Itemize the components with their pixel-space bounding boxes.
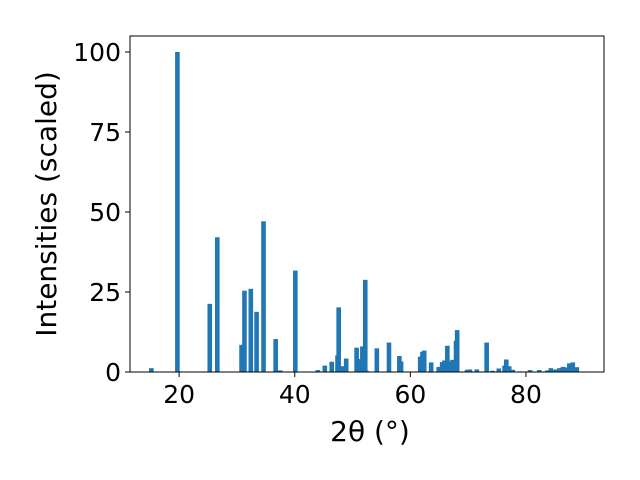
y-tick-label: 0 [105, 358, 121, 387]
bar [450, 359, 455, 372]
bar [277, 370, 283, 372]
bar [454, 330, 460, 372]
bar [273, 339, 278, 372]
bar [239, 344, 244, 372]
bar [360, 346, 365, 372]
bar [484, 342, 489, 372]
bar [439, 362, 445, 372]
bar [553, 369, 558, 372]
bar [474, 369, 480, 372]
bar [374, 348, 380, 372]
bar [536, 370, 542, 372]
bar [563, 367, 569, 372]
x-ticks-group: 20 40 60 80 [163, 372, 542, 409]
bar [428, 362, 434, 372]
bar [567, 363, 572, 372]
bar [445, 345, 450, 372]
bar [560, 366, 566, 372]
bar [421, 350, 427, 372]
bars-group [149, 52, 580, 372]
x-tick-label: 80 [510, 380, 542, 409]
bar [570, 362, 576, 372]
bar [207, 303, 213, 372]
y-ticks-group: 0 25 50 75 100 [73, 38, 130, 387]
bar [436, 366, 441, 372]
bar [362, 279, 368, 372]
x-tick-label: 20 [163, 380, 195, 409]
y-tick-label: 25 [89, 278, 121, 307]
y-tick-label: 100 [73, 38, 121, 67]
bar [254, 311, 259, 372]
bar [557, 368, 562, 372]
y-tick-label: 50 [89, 198, 121, 227]
bar [442, 360, 447, 372]
plot-frame [129, 35, 605, 373]
bar [336, 307, 341, 372]
bar [510, 369, 515, 372]
bar [364, 370, 369, 372]
bar [214, 237, 220, 372]
y-tick-label: 75 [89, 118, 121, 147]
bar [467, 369, 473, 372]
bar [548, 368, 554, 372]
bar [149, 368, 154, 372]
x-tick-label: 40 [279, 380, 311, 409]
bar [504, 359, 509, 372]
y-axis-title: Intensities (scaled) [30, 71, 63, 337]
bar [490, 370, 495, 372]
bar [315, 370, 321, 372]
x-axis-title: 2θ (°) [330, 415, 410, 448]
bar [398, 361, 404, 372]
bar [527, 370, 533, 372]
bar [354, 347, 359, 372]
bar [340, 366, 346, 372]
bar [447, 361, 452, 372]
bar [506, 366, 512, 372]
bar [545, 370, 550, 372]
bar [343, 358, 349, 372]
bar [496, 368, 502, 372]
bar [242, 290, 247, 372]
bar [574, 367, 580, 372]
bar [464, 369, 470, 372]
bar [386, 342, 392, 372]
bar [175, 52, 180, 372]
bar [261, 221, 266, 372]
bar [329, 361, 335, 372]
bar [417, 356, 423, 372]
bar [322, 365, 328, 372]
bar [248, 288, 254, 372]
bar [293, 270, 298, 372]
x-tick-label: 60 [394, 380, 426, 409]
